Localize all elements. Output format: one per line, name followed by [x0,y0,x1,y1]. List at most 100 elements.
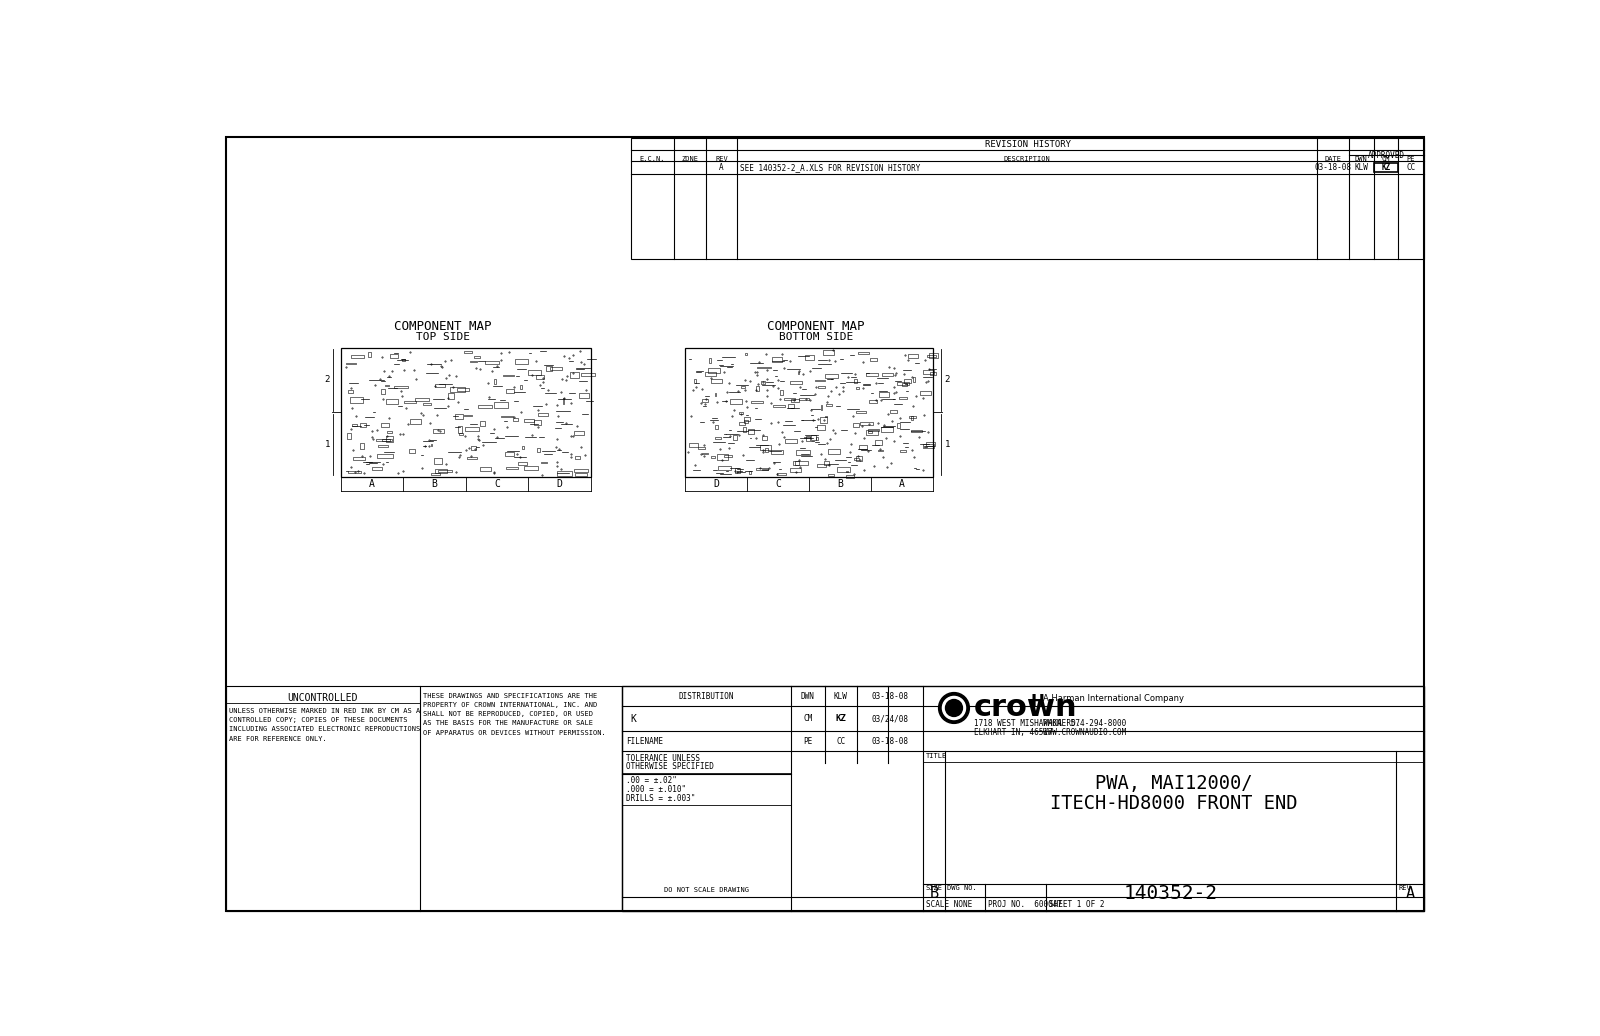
Bar [576,472,587,476]
Text: 03-18-08: 03-18-08 [872,692,909,701]
Bar [781,390,784,395]
Bar [434,429,443,433]
Bar [826,415,827,416]
Bar [902,383,907,386]
Circle shape [939,693,970,723]
Bar [698,447,706,449]
Text: TOLERANCE UNLESS: TOLERANCE UNLESS [626,754,699,764]
Text: ARE FOR REFERENCE ONLY.: ARE FOR REFERENCE ONLY. [229,736,326,742]
Bar [715,437,720,439]
Bar [456,387,469,392]
Bar [464,415,472,416]
Bar [869,429,878,431]
Bar [878,393,890,397]
Bar [506,388,514,393]
Bar [746,353,747,355]
Bar [494,379,496,384]
Bar [402,359,405,362]
Bar [574,469,587,472]
Bar [744,418,750,421]
Text: AS THE BASIS FOR THE MANUFACTURE OR SALE: AS THE BASIS FOR THE MANUFACTURE OR SALE [424,720,594,726]
Bar [824,461,829,465]
Text: CONTROLLED COPY; COPIES OF THESE DOCUMENTS: CONTROLLED COPY; COPIES OF THESE DOCUMEN… [229,717,408,723]
Bar [1374,163,1397,172]
Bar [549,368,562,370]
Text: B: B [432,479,437,489]
Text: 03-18-08: 03-18-08 [872,737,909,746]
Bar [378,444,389,447]
Bar [826,404,832,406]
Text: A Harman International Company: A Harman International Company [1043,694,1184,703]
Text: DATE: DATE [1325,156,1341,162]
Text: CC: CC [1406,163,1416,172]
Text: B: B [930,886,939,901]
Bar [910,430,922,432]
Bar [466,427,478,431]
Bar [390,354,398,358]
Bar [930,353,938,358]
Text: KZ: KZ [1381,163,1390,172]
Bar [514,418,518,421]
Bar [352,425,357,426]
Bar [448,393,454,399]
Bar [899,397,907,399]
Bar [430,444,432,447]
Bar [854,458,859,460]
Bar [536,375,544,379]
Text: .00 = ±.02": .00 = ±.02" [626,776,677,784]
Bar [749,471,750,474]
Bar [930,372,936,375]
Bar [702,399,707,402]
Bar [506,452,514,456]
Bar [520,385,522,390]
Bar [712,456,715,458]
Bar [464,351,472,353]
Bar [557,471,571,477]
Bar [829,474,834,476]
Text: COMPONENT MAP: COMPONENT MAP [394,320,491,333]
Bar [805,355,814,359]
Bar [730,399,742,404]
Text: SEE 140352-2_A.XLS FOR REVISION HISTORY: SEE 140352-2_A.XLS FOR REVISION HISTORY [739,163,920,172]
Bar [430,473,440,476]
Text: H: H [1030,693,1045,711]
Text: PROPERTY OF CROWN INTERNATIONAL, INC. AND: PROPERTY OF CROWN INTERNATIONAL, INC. AN… [424,701,598,708]
Bar [762,468,768,470]
Bar [501,415,512,418]
Bar [690,443,698,447]
Bar [910,416,912,420]
Bar [789,404,794,408]
Text: SHALL NOT BE REPRODUCED, COPIED, OR USED: SHALL NOT BE REPRODUCED, COPIED, OR USED [424,711,594,717]
Text: CM: CM [803,714,813,723]
Bar [771,451,782,454]
Bar [474,356,480,358]
Text: PE: PE [803,737,813,746]
Bar [570,373,579,378]
Bar [459,433,464,435]
Bar [741,385,744,388]
Bar [349,471,362,473]
Bar [472,445,475,451]
Text: SHEET 1 OF 2: SHEET 1 OF 2 [1050,900,1106,910]
Bar [632,138,1424,259]
Bar [747,429,754,434]
Bar [795,451,810,455]
Text: C: C [494,479,499,489]
Bar [346,363,357,364]
Text: A: A [1405,886,1414,901]
Bar [854,379,858,383]
Bar [528,370,541,375]
Bar [795,461,808,465]
Bar [563,399,565,404]
Bar [856,411,866,413]
Bar [718,466,731,470]
Bar [574,431,584,435]
Bar [869,431,872,433]
Bar [416,398,429,401]
Text: TOP SIDE: TOP SIDE [416,333,470,342]
Bar [723,455,731,458]
Bar [450,386,466,392]
Bar [709,358,712,364]
Bar [821,405,822,410]
Bar [923,370,934,374]
